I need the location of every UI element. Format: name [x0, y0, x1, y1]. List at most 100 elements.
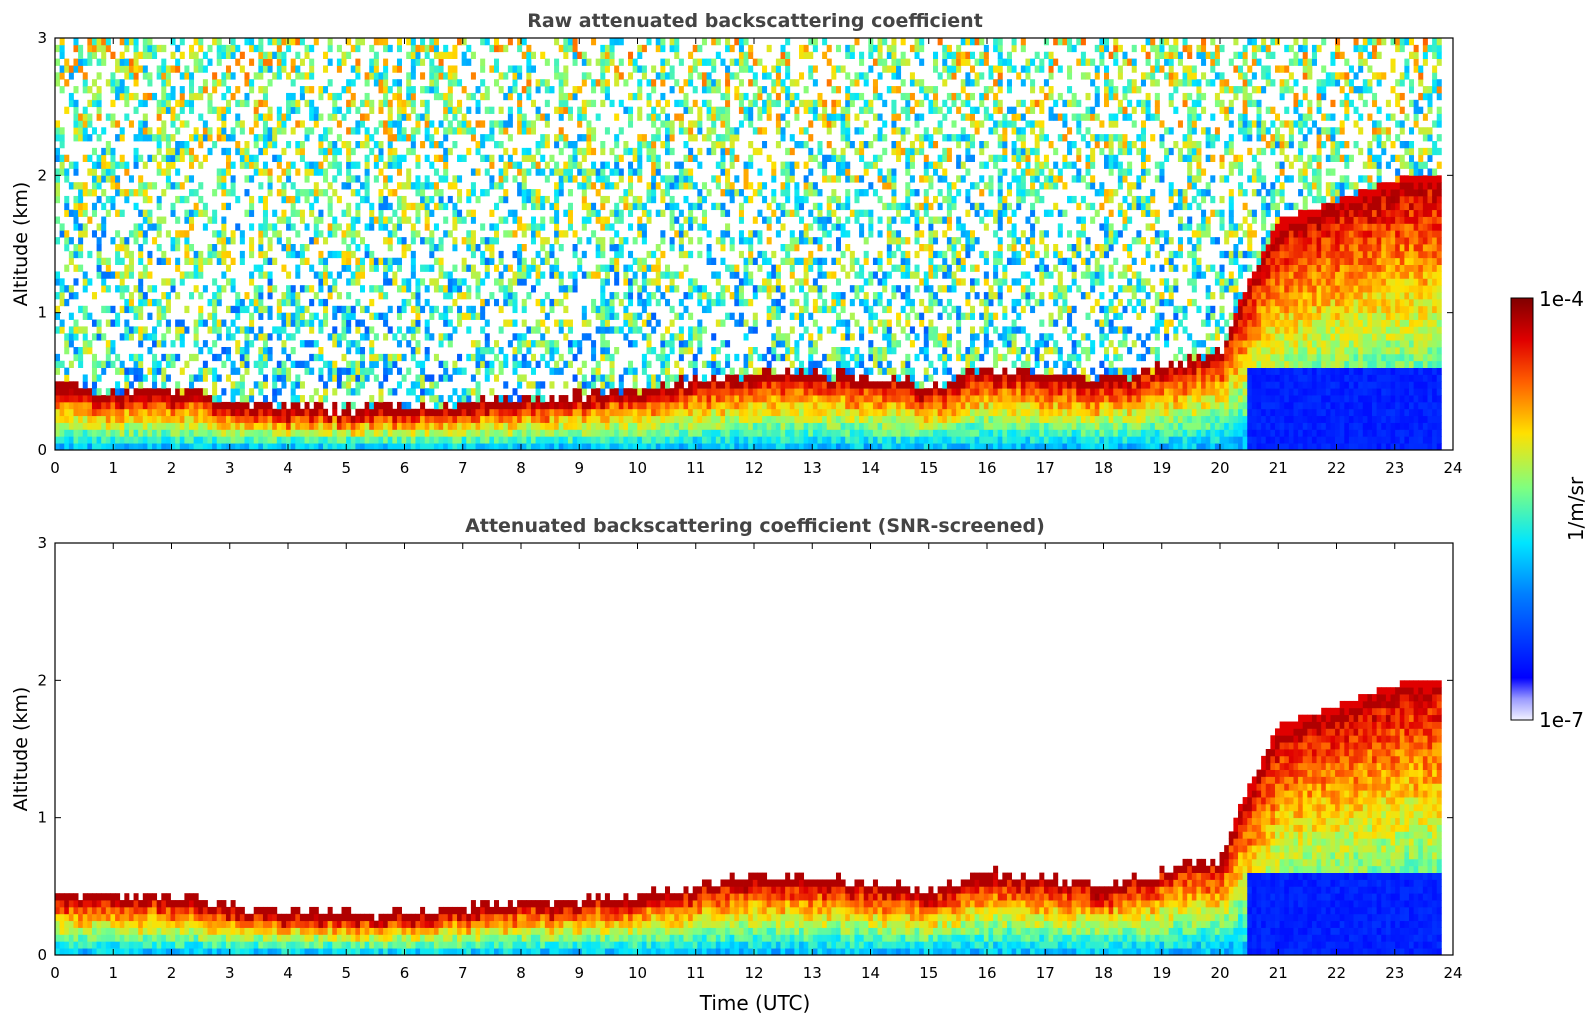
- heatmap-cell: [415, 319, 421, 327]
- heatmap-cell: [258, 38, 264, 46]
- heatmap-cell: [660, 271, 666, 279]
- heatmap-cell: [581, 401, 587, 410]
- heatmap-cell: [110, 360, 116, 368]
- heatmap-cell: [433, 65, 439, 73]
- heatmap-cell: [406, 216, 412, 224]
- heatmap-cell: [558, 147, 564, 156]
- heatmap-cell: [734, 395, 740, 403]
- heatmap-cell: [521, 51, 527, 59]
- heatmap-cell: [281, 319, 287, 327]
- heatmap-cell: [410, 237, 416, 245]
- heatmap-cell: [253, 305, 259, 314]
- heatmap-cell: [387, 237, 393, 245]
- heatmap-cell: [433, 257, 439, 265]
- heatmap-cell: [152, 44, 158, 53]
- heatmap-cell: [632, 395, 638, 403]
- heatmap-cell: [701, 381, 707, 389]
- heatmap-cell: [161, 127, 167, 135]
- heatmap-cell: [350, 65, 356, 73]
- heatmap-cell: [78, 415, 84, 423]
- heatmap-cell: [119, 278, 125, 286]
- heatmap-cell: [198, 429, 204, 437]
- heatmap-cell: [494, 436, 500, 444]
- heatmap-cell: [563, 106, 569, 114]
- heatmap-cell: [706, 257, 712, 265]
- heatmap-cell: [318, 347, 324, 355]
- heatmap-cell: [725, 65, 731, 73]
- heatmap-cell: [526, 422, 532, 430]
- heatmap-cell: [655, 244, 661, 252]
- heatmap-cell: [193, 436, 199, 444]
- heatmap-cell: [752, 147, 758, 156]
- heatmap-cell: [567, 113, 573, 121]
- heatmap-cell: [147, 285, 153, 293]
- heatmap-cell: [133, 161, 139, 169]
- heatmap-cell: [378, 216, 384, 224]
- heatmap-cell: [544, 360, 550, 368]
- heatmap-cell: [59, 443, 65, 451]
- heatmap-cell: [258, 264, 264, 272]
- heatmap-cell: [96, 326, 102, 334]
- heatmap-cell: [466, 285, 472, 293]
- heatmap-cell: [757, 189, 763, 197]
- heatmap-cell: [725, 429, 731, 437]
- heatmap-cell: [711, 298, 717, 307]
- heatmap-cell: [628, 422, 634, 430]
- heatmap-cell: [64, 106, 70, 114]
- heatmap-cell: [267, 305, 273, 314]
- heatmap-cell: [262, 51, 268, 59]
- heatmap-cell: [595, 395, 601, 403]
- heatmap-cell: [304, 127, 310, 135]
- heatmap-cell: [383, 92, 389, 101]
- heatmap-cell: [373, 154, 379, 162]
- heatmap-cell: [101, 38, 107, 46]
- heatmap-cell: [554, 134, 560, 142]
- heatmap-cell: [725, 134, 731, 142]
- heatmap-cell: [729, 127, 735, 135]
- heatmap-cell: [212, 340, 218, 348]
- heatmap-cell: [410, 99, 416, 108]
- heatmap-cell: [688, 106, 694, 114]
- heatmap-cell: [110, 51, 116, 59]
- heatmap-cell: [202, 401, 208, 410]
- heatmap-cell: [323, 134, 329, 142]
- heatmap-cell: [392, 422, 398, 430]
- heatmap-cell: [364, 374, 370, 382]
- heatmap-cell: [530, 230, 536, 238]
- heatmap-cell: [110, 388, 116, 396]
- heatmap-cell: [420, 189, 426, 197]
- heatmap-cell: [346, 182, 352, 190]
- heatmap-cell: [239, 436, 245, 444]
- heatmap-cell: [706, 401, 712, 410]
- heatmap-cell: [55, 278, 61, 286]
- heatmap-cell: [554, 264, 560, 272]
- heatmap-cell: [563, 92, 569, 101]
- heatmap-cell: [743, 182, 749, 190]
- heatmap-cell: [692, 395, 698, 403]
- heatmap-cell: [309, 319, 315, 327]
- heatmap-cell: [641, 72, 647, 80]
- heatmap-cell: [295, 230, 301, 238]
- heatmap-cell: [688, 202, 694, 211]
- heatmap-cell: [475, 99, 481, 108]
- heatmap-cell: [554, 202, 560, 211]
- heatmap-cell: [299, 429, 305, 437]
- heatmap-cell: [124, 408, 130, 417]
- heatmap-cell: [586, 429, 592, 437]
- heatmap-cell: [517, 189, 523, 197]
- heatmap-cell: [175, 436, 181, 444]
- heatmap-cell: [609, 99, 615, 108]
- heatmap-cell: [664, 182, 671, 190]
- heatmap-cell: [119, 436, 125, 444]
- heatmap-cell: [401, 202, 407, 211]
- heatmap-cell: [369, 257, 375, 265]
- heatmap-cell: [78, 443, 84, 451]
- heatmap-cell: [632, 312, 638, 320]
- heatmap-cell: [244, 79, 250, 87]
- heatmap-cell: [96, 237, 102, 245]
- heatmap-cell: [697, 436, 703, 444]
- heatmap-cell: [262, 230, 268, 238]
- heatmap-cell: [401, 216, 407, 224]
- heatmap-cell: [147, 422, 153, 430]
- heatmap-cell: [230, 285, 236, 293]
